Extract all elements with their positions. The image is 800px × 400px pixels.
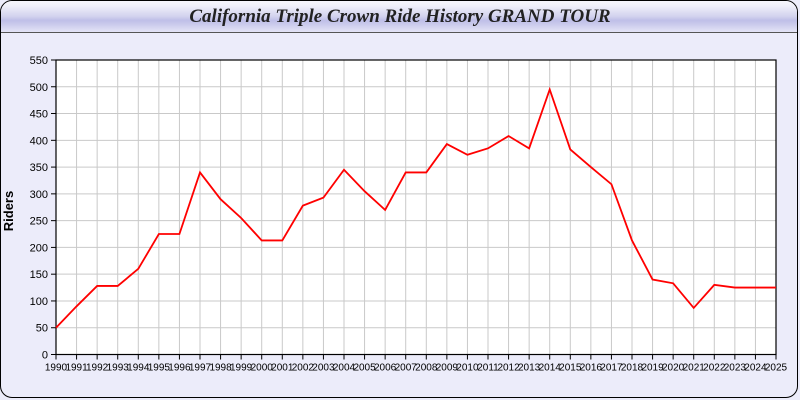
- svg-text:550: 550: [30, 55, 48, 67]
- svg-text:2024: 2024: [744, 363, 767, 374]
- svg-text:1992: 1992: [86, 363, 109, 374]
- svg-text:250: 250: [30, 216, 48, 228]
- svg-text:2018: 2018: [621, 363, 644, 374]
- svg-text:2000: 2000: [251, 363, 274, 374]
- svg-text:1995: 1995: [148, 363, 171, 374]
- svg-text:150: 150: [30, 269, 48, 281]
- svg-text:2019: 2019: [641, 363, 664, 374]
- svg-text:1994: 1994: [127, 363, 150, 374]
- svg-text:2021: 2021: [683, 363, 706, 374]
- svg-text:2009: 2009: [436, 363, 459, 374]
- svg-text:2004: 2004: [333, 363, 356, 374]
- svg-text:100: 100: [30, 296, 48, 308]
- svg-text:2013: 2013: [518, 363, 541, 374]
- svg-text:200: 200: [30, 242, 48, 254]
- svg-text:1990: 1990: [45, 363, 68, 374]
- svg-text:2005: 2005: [353, 363, 376, 374]
- svg-text:2010: 2010: [456, 363, 479, 374]
- svg-text:450: 450: [30, 109, 48, 121]
- svg-text:350: 350: [30, 162, 48, 174]
- svg-text:0: 0: [42, 350, 48, 362]
- svg-text:1999: 1999: [230, 363, 253, 374]
- svg-text:400: 400: [30, 135, 48, 147]
- svg-text:2007: 2007: [395, 363, 418, 374]
- svg-text:2020: 2020: [662, 363, 685, 374]
- svg-text:2012: 2012: [497, 363, 520, 374]
- svg-text:2008: 2008: [415, 363, 438, 374]
- svg-text:1991: 1991: [65, 363, 88, 374]
- svg-text:2023: 2023: [724, 363, 747, 374]
- svg-text:500: 500: [30, 82, 48, 94]
- svg-text:50: 50: [36, 323, 48, 335]
- svg-text:1996: 1996: [168, 363, 191, 374]
- svg-text:2003: 2003: [312, 363, 335, 374]
- svg-text:2016: 2016: [580, 363, 603, 374]
- svg-text:2001: 2001: [271, 363, 294, 374]
- svg-text:1993: 1993: [107, 363, 130, 374]
- svg-text:Riders: Riders: [1, 191, 16, 231]
- svg-text:2022: 2022: [703, 363, 726, 374]
- svg-text:2011: 2011: [477, 363, 499, 374]
- svg-text:2014: 2014: [539, 363, 562, 374]
- svg-text:2017: 2017: [600, 363, 623, 374]
- svg-text:1997: 1997: [189, 363, 212, 374]
- svg-text:2006: 2006: [374, 363, 397, 374]
- svg-text:300: 300: [30, 189, 48, 201]
- svg-text:2025: 2025: [765, 363, 788, 374]
- svg-text:1998: 1998: [209, 363, 232, 374]
- svg-text:2015: 2015: [559, 363, 582, 374]
- svg-text:2002: 2002: [292, 363, 315, 374]
